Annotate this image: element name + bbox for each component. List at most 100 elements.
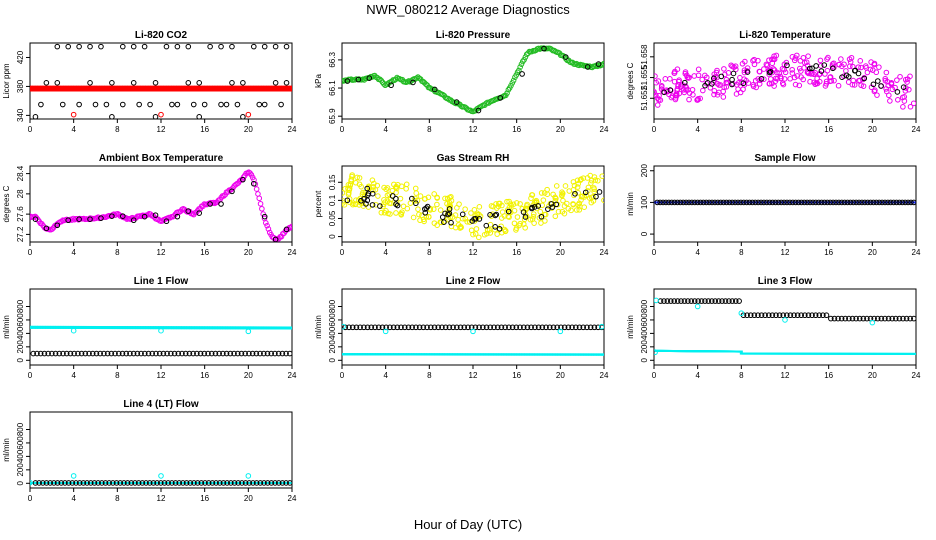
data-point: [729, 63, 736, 70]
data-point: [709, 81, 715, 87]
data-point: [513, 200, 520, 206]
series-avg: [30, 169, 292, 242]
data-point: [203, 326, 207, 330]
data-point: [144, 326, 148, 330]
data-point: [267, 85, 271, 92]
data-point: [94, 85, 97, 92]
data-point: [850, 201, 854, 204]
data-point: [433, 353, 437, 356]
data-point: [581, 204, 588, 210]
data-point: [360, 353, 364, 356]
data-point: [288, 481, 292, 484]
data-point: [226, 85, 230, 92]
data-point: [54, 480, 61, 486]
data-point: [424, 203, 431, 210]
data-point: [473, 226, 480, 232]
data-point: [911, 315, 916, 322]
data-point: [780, 312, 786, 319]
data-point: [174, 101, 181, 108]
data-point: [654, 73, 658, 79]
data-point: [764, 199, 770, 206]
data-point: [461, 353, 465, 356]
data-point: [239, 326, 243, 330]
data-point: [682, 79, 688, 86]
data-point: [448, 223, 455, 230]
data-point: [225, 85, 228, 92]
data-point: [431, 191, 437, 197]
data-point: [550, 324, 557, 331]
data-point: [584, 324, 590, 331]
data-point: [200, 85, 204, 92]
data-point: [416, 324, 423, 331]
data-point: [290, 326, 292, 330]
data-point: [674, 66, 681, 73]
data-point: [499, 209, 506, 215]
data-point: [169, 480, 175, 486]
data-point: [781, 66, 787, 73]
data-point: [160, 350, 167, 357]
series-ref2: [43, 80, 290, 108]
data-point: [882, 315, 888, 322]
data-point: [205, 350, 211, 357]
data-point: [141, 481, 145, 484]
data-point: [691, 201, 695, 204]
data-point: [476, 324, 482, 331]
data-point: [472, 231, 479, 237]
data-point: [195, 326, 199, 330]
data-point: [183, 480, 190, 486]
data-point: [151, 326, 155, 330]
data-point: [231, 480, 238, 486]
data-point: [743, 199, 750, 206]
data-point: [393, 183, 400, 190]
x-tick-label: 8: [739, 125, 744, 134]
data-point: [103, 326, 107, 330]
data-point: [249, 350, 256, 357]
data-point: [89, 350, 96, 357]
data-point: [694, 97, 701, 103]
data-point: [274, 326, 278, 330]
data-point: [174, 326, 178, 330]
data-point: [279, 85, 283, 92]
data-point: [889, 315, 895, 322]
data-point: [893, 199, 900, 206]
data-point: [576, 207, 583, 213]
data-point: [43, 80, 50, 86]
data-point: [881, 201, 885, 204]
data-point: [269, 326, 273, 330]
data-point: [844, 199, 851, 206]
x-tick-label: 8: [427, 371, 432, 380]
data-point: [159, 85, 163, 92]
data-point: [403, 181, 410, 188]
data-point: [156, 481, 160, 484]
data-point: [116, 326, 120, 330]
data-point: [410, 214, 417, 221]
data-point: [70, 327, 77, 334]
data-point: [63, 350, 70, 357]
data-point: [398, 324, 404, 331]
data-point: [456, 201, 462, 207]
data-point: [538, 213, 545, 220]
data-point: [504, 353, 508, 356]
data-point: [377, 203, 383, 209]
data-point: [53, 85, 57, 92]
data-point: [476, 216, 483, 222]
data-point: [777, 73, 784, 80]
data-point: [213, 480, 219, 486]
data-point: [811, 79, 817, 86]
data-point: [62, 481, 66, 484]
data-point: [447, 203, 454, 209]
data-point: [57, 85, 61, 92]
data-point: [413, 200, 419, 207]
data-point: [524, 324, 531, 331]
data-point: [540, 197, 547, 203]
data-point: [453, 99, 460, 105]
data-point: [889, 86, 896, 93]
series-ref3: [38, 101, 284, 108]
data-point: [382, 199, 388, 205]
data-point: [543, 353, 547, 356]
data-point: [198, 85, 202, 92]
data-point: [272, 85, 276, 92]
data-point: [548, 353, 552, 356]
data-point: [141, 85, 145, 92]
data-point: [100, 481, 104, 484]
